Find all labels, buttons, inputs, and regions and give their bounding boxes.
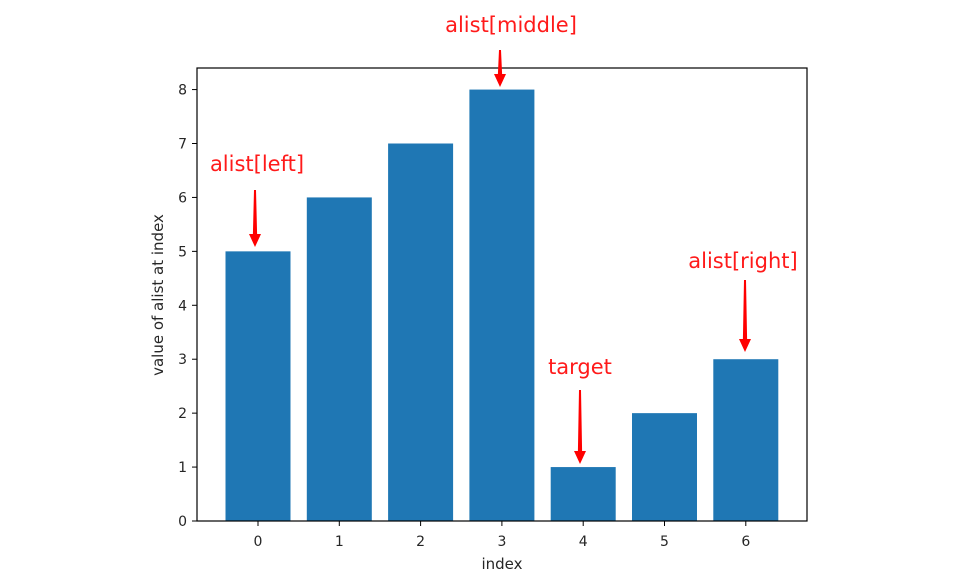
annotation-label: alist[left] bbox=[210, 152, 304, 176]
bar-5 bbox=[632, 413, 697, 521]
annotation-arrow bbox=[494, 50, 506, 87]
annotation-arrow bbox=[249, 190, 261, 247]
x-tick-label: 1 bbox=[335, 534, 344, 550]
x-axis-ticks: 0 1 2 3 4 5 6 bbox=[254, 521, 750, 550]
x-tick-label: 0 bbox=[254, 534, 263, 550]
bar-6 bbox=[713, 359, 779, 521]
annotation-label: target bbox=[548, 355, 612, 379]
annotation-label: alist[right] bbox=[688, 249, 797, 273]
y-axis-ticks: 0 1 2 3 4 5 6 7 8 bbox=[178, 83, 197, 530]
bar-2 bbox=[388, 143, 454, 521]
bar-4 bbox=[550, 467, 616, 521]
annotation-label: alist[middle] bbox=[445, 13, 577, 37]
x-tick-label: 3 bbox=[497, 534, 506, 550]
y-tick-label: 8 bbox=[178, 83, 187, 99]
x-tick-label: 2 bbox=[416, 534, 425, 550]
y-tick-label: 2 bbox=[178, 406, 187, 422]
annotations-group: alist[left] alist[middle] target alist[righ… bbox=[210, 13, 798, 464]
bars-group bbox=[225, 89, 779, 522]
y-tick-label: 7 bbox=[178, 137, 187, 153]
y-tick-label: 5 bbox=[178, 244, 187, 260]
x-axis-label: index bbox=[481, 555, 522, 573]
x-tick-label: 4 bbox=[579, 534, 588, 550]
annotation-arrow bbox=[739, 280, 751, 352]
x-tick-label: 5 bbox=[660, 534, 669, 550]
annotation-arrow bbox=[574, 390, 586, 464]
y-tick-label: 6 bbox=[178, 190, 187, 206]
y-axis-label: value of alist at index bbox=[149, 214, 167, 376]
bar-0 bbox=[225, 251, 291, 521]
y-tick-label: 4 bbox=[178, 298, 187, 314]
y-tick-label: 3 bbox=[178, 352, 187, 368]
bar-1 bbox=[306, 197, 372, 521]
x-tick-label: 6 bbox=[741, 534, 750, 550]
bar-3 bbox=[469, 89, 535, 522]
y-tick-label: 1 bbox=[178, 460, 187, 476]
y-tick-label: 0 bbox=[178, 514, 187, 530]
